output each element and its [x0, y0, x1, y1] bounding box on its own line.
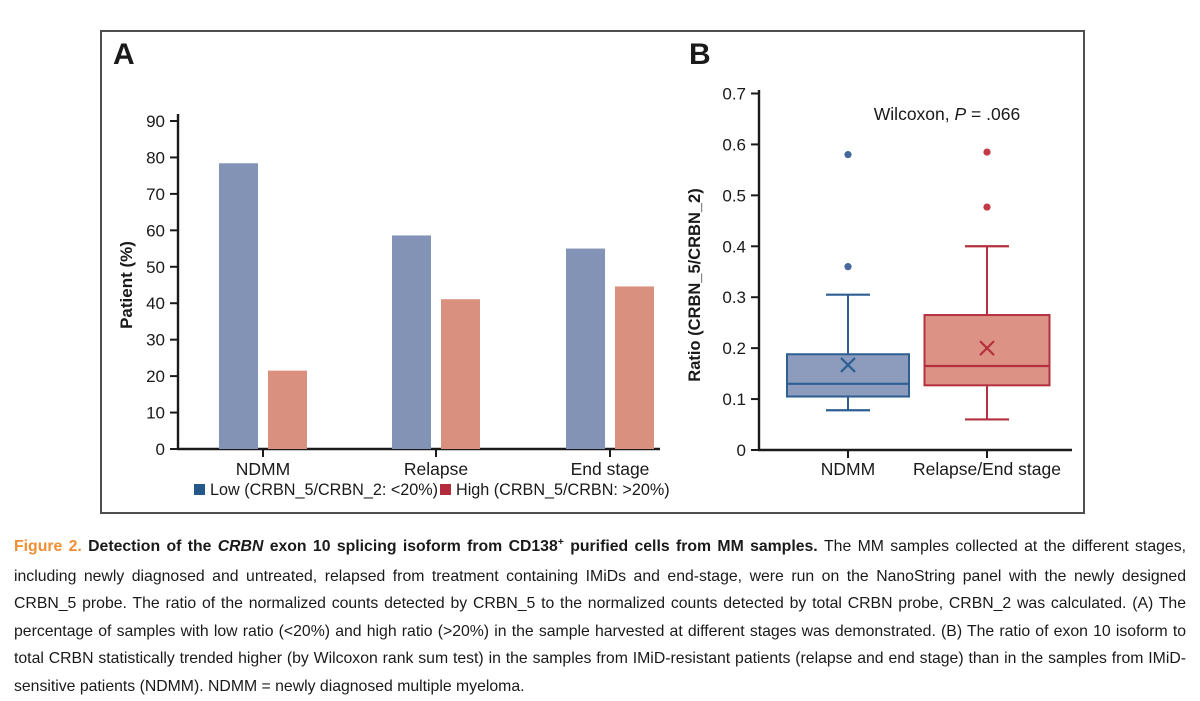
caption-segment: The MM samples collected at the differen…: [14, 538, 1186, 695]
a-y-tick-label: 80: [146, 148, 165, 167]
a-y-tick-label: 10: [146, 404, 165, 423]
b-pvalue-annotation: Wilcoxon, P = .066: [874, 104, 1020, 124]
panel-a-label: A: [113, 38, 136, 71]
b-y-tick-label: 0.5: [722, 186, 746, 205]
b-box-blue: [786, 353, 910, 398]
a-bar-blue: [392, 235, 431, 449]
b-y-axis-title: Ratio (CRBN_5/CRBN_2): [686, 188, 704, 381]
a-legend-swatch: [440, 484, 451, 495]
b-x-category-label: Relapse/End stage: [913, 459, 1061, 479]
a-y-axis-title: Patient (%): [117, 241, 136, 329]
a-y-tick-label: 60: [146, 221, 165, 240]
caption-segment: +: [557, 536, 564, 548]
caption-segment: Detection of the: [88, 538, 218, 555]
a-y-tick-label: 40: [146, 294, 165, 313]
a-y-tick-label: 70: [146, 185, 165, 204]
caption-segment: Figure 2.: [14, 538, 89, 555]
b-y-tick-label: 0.6: [722, 135, 746, 154]
a-legend-label: Low (CRBN_5/CRBN_2: <20%): [210, 481, 438, 499]
a-legend-swatch: [194, 484, 205, 495]
b-y-tick-label: 0.4: [722, 237, 746, 256]
boxplot-panel-b: 0 0.1 0.2 0.3 0.4 0.5 0.6 0.7 Ratio (CRBN_5/CRBN…: [686, 85, 1072, 479]
a-bar-red: [615, 286, 654, 449]
caption-segment: exon 10 splicing isoform from CD138: [263, 538, 558, 555]
bar-chart-panel-a: 0 10 20 30 40 50 60 70 80 90 Patient (%) NDMM Relaps…: [117, 112, 670, 499]
b-y-tick-label: 0.7: [722, 85, 746, 104]
a-y-tick-label: 90: [146, 112, 165, 131]
figure-caption: Figure 2. Detection of the CRBN exon 10 …: [14, 533, 1186, 701]
b-outlier-point: [983, 148, 991, 156]
a-bar-red: [441, 299, 480, 449]
a-bar-blue: [566, 248, 605, 449]
b-mean-marker: [979, 340, 995, 356]
a-y-tick-label: 0: [156, 440, 165, 459]
b-mean-marker: [840, 357, 856, 373]
caption-segment: purified cells from MM samples.: [563, 538, 825, 555]
b-outlier-point: [983, 203, 991, 211]
a-x-category-label: NDMM: [236, 459, 290, 479]
b-y-tick-label: 0.2: [722, 339, 746, 358]
a-legend-label: High (CRBN_5/CRBN: >20%): [456, 481, 670, 499]
a-y-tick-label: 20: [146, 367, 165, 386]
b-box-red: [923, 314, 1051, 387]
b-x-category-label: NDMM: [821, 459, 875, 479]
b-y-tick-label: 0: [737, 441, 746, 460]
panel-b-label: B: [689, 38, 712, 71]
a-x-category-label: End stage: [571, 459, 650, 479]
figure-panel-box: A B 0 10 20 30 40 50 60 70 80 90 Patient (%) NDMM Re…: [100, 30, 1085, 514]
a-bar-red: [268, 370, 307, 449]
b-outlier-point: [844, 151, 852, 159]
caption-segment: CRBN: [217, 538, 264, 555]
b-y-tick-label: 0.1: [722, 390, 746, 409]
a-bar-blue: [219, 163, 258, 449]
b-y-tick-label: 0.3: [722, 288, 746, 307]
a-x-category-label: Relapse: [404, 459, 468, 479]
a-y-tick-label: 50: [146, 258, 165, 277]
a-y-tick-label: 30: [146, 331, 165, 350]
b-outlier-point: [844, 263, 852, 271]
